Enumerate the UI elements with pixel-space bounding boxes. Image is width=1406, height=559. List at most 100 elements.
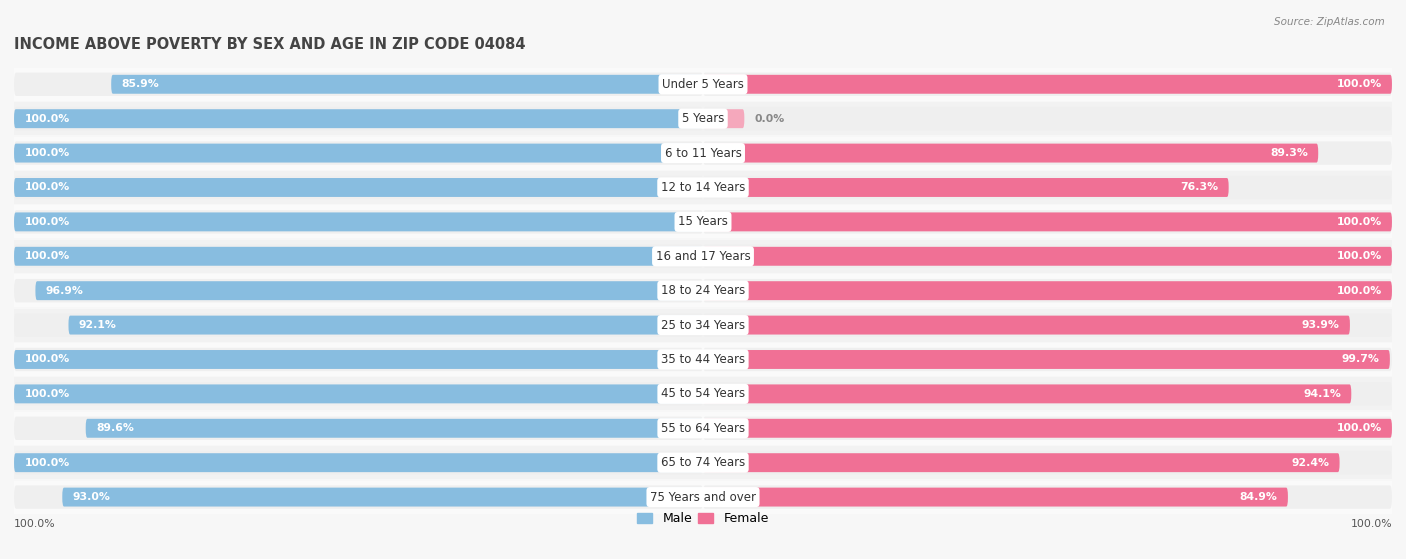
Text: 99.7%: 99.7% <box>1341 354 1379 364</box>
Bar <box>14 136 1392 169</box>
Bar <box>14 377 1392 410</box>
Text: 76.3%: 76.3% <box>1180 182 1219 192</box>
Text: 100.0%: 100.0% <box>1336 423 1382 433</box>
FancyBboxPatch shape <box>703 382 1392 406</box>
Text: 100.0%: 100.0% <box>24 389 70 399</box>
FancyBboxPatch shape <box>69 316 703 334</box>
Bar <box>14 481 1392 514</box>
FancyBboxPatch shape <box>703 316 1350 334</box>
Text: 93.9%: 93.9% <box>1302 320 1340 330</box>
Bar <box>14 274 1392 307</box>
Text: 35 to 44 Years: 35 to 44 Years <box>661 353 745 366</box>
Text: Source: ZipAtlas.com: Source: ZipAtlas.com <box>1274 17 1385 27</box>
Text: 100.0%: 100.0% <box>1336 79 1382 89</box>
Bar <box>14 205 1392 238</box>
FancyBboxPatch shape <box>703 212 1392 231</box>
FancyBboxPatch shape <box>14 245 703 268</box>
Text: 84.9%: 84.9% <box>1240 492 1278 502</box>
FancyBboxPatch shape <box>703 73 1392 96</box>
Text: 12 to 14 Years: 12 to 14 Years <box>661 181 745 194</box>
Text: 100.0%: 100.0% <box>24 182 70 192</box>
FancyBboxPatch shape <box>14 453 703 472</box>
Bar <box>14 68 1392 101</box>
FancyBboxPatch shape <box>703 210 1392 234</box>
Bar <box>14 171 1392 204</box>
Text: 55 to 64 Years: 55 to 64 Years <box>661 422 745 435</box>
FancyBboxPatch shape <box>703 419 1392 438</box>
Text: 5 Years: 5 Years <box>682 112 724 125</box>
Legend: Male, Female: Male, Female <box>633 508 773 530</box>
Text: Under 5 Years: Under 5 Years <box>662 78 744 91</box>
Text: 6 to 11 Years: 6 to 11 Years <box>665 146 741 159</box>
Bar <box>14 309 1392 342</box>
FancyBboxPatch shape <box>703 279 1392 302</box>
FancyBboxPatch shape <box>703 348 1392 371</box>
FancyBboxPatch shape <box>703 350 1391 369</box>
Bar <box>14 343 1392 376</box>
Text: 89.6%: 89.6% <box>96 423 134 433</box>
Text: 100.0%: 100.0% <box>14 519 56 529</box>
FancyBboxPatch shape <box>14 385 703 404</box>
FancyBboxPatch shape <box>14 279 703 302</box>
Bar <box>14 446 1392 479</box>
FancyBboxPatch shape <box>14 144 703 163</box>
Text: 92.1%: 92.1% <box>79 320 117 330</box>
Text: 100.0%: 100.0% <box>24 148 70 158</box>
FancyBboxPatch shape <box>703 385 1351 404</box>
Text: 100.0%: 100.0% <box>1336 286 1382 296</box>
FancyBboxPatch shape <box>14 212 703 231</box>
Text: 92.4%: 92.4% <box>1291 458 1329 468</box>
FancyBboxPatch shape <box>14 178 703 197</box>
Bar <box>14 240 1392 273</box>
FancyBboxPatch shape <box>703 107 1392 130</box>
FancyBboxPatch shape <box>703 451 1392 475</box>
FancyBboxPatch shape <box>14 210 703 234</box>
Text: 100.0%: 100.0% <box>24 113 70 124</box>
Bar <box>14 102 1392 135</box>
Text: 0.0%: 0.0% <box>755 113 785 124</box>
FancyBboxPatch shape <box>35 281 703 300</box>
Text: 85.9%: 85.9% <box>121 79 159 89</box>
Text: 65 to 74 Years: 65 to 74 Years <box>661 456 745 469</box>
Text: 96.9%: 96.9% <box>46 286 83 296</box>
FancyBboxPatch shape <box>703 314 1392 337</box>
Text: 75 Years and over: 75 Years and over <box>650 491 756 504</box>
Text: 100.0%: 100.0% <box>1350 519 1392 529</box>
FancyBboxPatch shape <box>14 382 703 406</box>
Text: 18 to 24 Years: 18 to 24 Years <box>661 284 745 297</box>
Bar <box>14 412 1392 445</box>
FancyBboxPatch shape <box>14 348 703 371</box>
FancyBboxPatch shape <box>14 416 703 440</box>
FancyBboxPatch shape <box>703 245 1392 268</box>
FancyBboxPatch shape <box>703 75 1392 94</box>
Text: 25 to 34 Years: 25 to 34 Years <box>661 319 745 331</box>
FancyBboxPatch shape <box>86 419 703 438</box>
FancyBboxPatch shape <box>703 176 1392 199</box>
FancyBboxPatch shape <box>703 416 1392 440</box>
FancyBboxPatch shape <box>14 314 703 337</box>
Text: 45 to 54 Years: 45 to 54 Years <box>661 387 745 400</box>
FancyBboxPatch shape <box>703 247 1392 266</box>
Text: 89.3%: 89.3% <box>1270 148 1308 158</box>
Text: 15 Years: 15 Years <box>678 215 728 229</box>
FancyBboxPatch shape <box>703 487 1288 506</box>
FancyBboxPatch shape <box>703 144 1319 163</box>
Text: 16 and 17 Years: 16 and 17 Years <box>655 250 751 263</box>
FancyBboxPatch shape <box>14 451 703 475</box>
Text: INCOME ABOVE POVERTY BY SEX AND AGE IN ZIP CODE 04084: INCOME ABOVE POVERTY BY SEX AND AGE IN Z… <box>14 36 526 51</box>
FancyBboxPatch shape <box>111 75 703 94</box>
Text: 94.1%: 94.1% <box>1303 389 1341 399</box>
FancyBboxPatch shape <box>703 178 1229 197</box>
FancyBboxPatch shape <box>14 247 703 266</box>
FancyBboxPatch shape <box>14 141 703 165</box>
Text: 100.0%: 100.0% <box>24 458 70 468</box>
FancyBboxPatch shape <box>14 485 703 509</box>
FancyBboxPatch shape <box>703 453 1340 472</box>
Text: 100.0%: 100.0% <box>1336 217 1382 227</box>
Text: 100.0%: 100.0% <box>24 354 70 364</box>
FancyBboxPatch shape <box>14 73 703 96</box>
FancyBboxPatch shape <box>703 141 1392 165</box>
Text: 93.0%: 93.0% <box>73 492 111 502</box>
Text: 100.0%: 100.0% <box>24 252 70 261</box>
FancyBboxPatch shape <box>14 176 703 199</box>
